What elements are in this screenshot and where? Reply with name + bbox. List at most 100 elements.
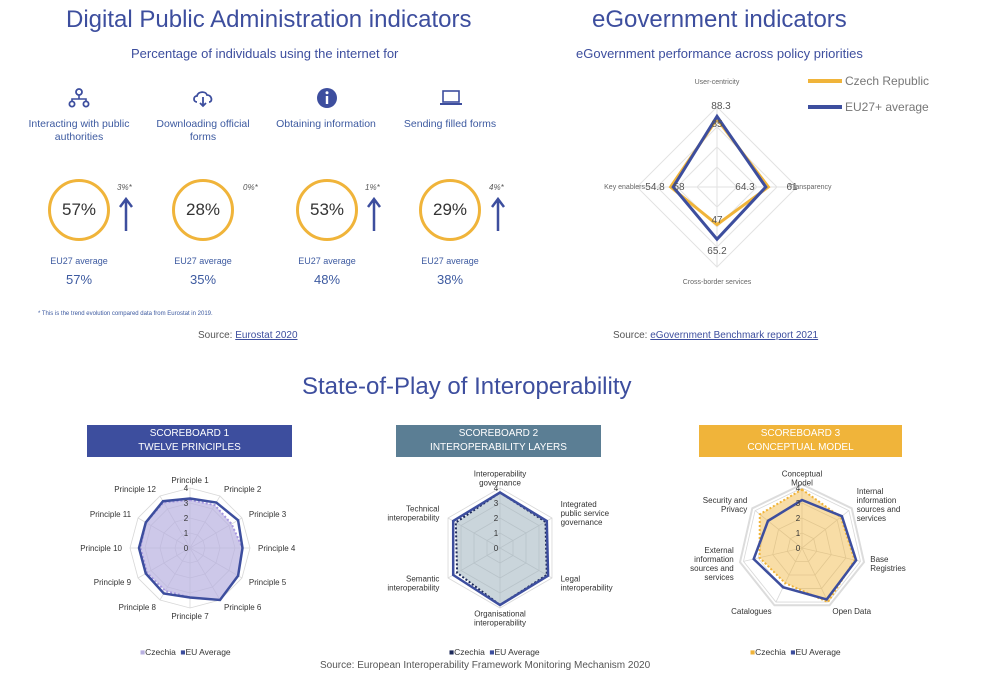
legend-label: Czechia xyxy=(145,647,176,657)
scoreboard-2-header: SCOREBOARD 2 INTEROPERABILITY LAYERS xyxy=(396,425,601,457)
axis-label: Principle 6 xyxy=(224,603,262,612)
axis-label: Cross-border services xyxy=(683,279,752,286)
axis-label-line: Base xyxy=(870,555,889,564)
axis-label-line: governance xyxy=(479,479,521,488)
left-title: Digital Public Administration indicators xyxy=(66,6,472,33)
eu-average-value: 48% xyxy=(313,272,341,287)
egov-radar-chart: User-centricity Transparency Cross-border … xyxy=(604,74,929,286)
trend-value: 0%* xyxy=(243,183,258,192)
axis-label-line: Internal xyxy=(857,487,884,496)
tick-label: 0 xyxy=(184,544,189,553)
indicator-value-circle: 28% xyxy=(172,179,234,241)
axis-label-line: governance xyxy=(561,518,603,527)
axis-label-line: information xyxy=(857,496,897,505)
axis-label-line: Organisational xyxy=(474,610,526,619)
data-label: 61 xyxy=(786,182,798,193)
tick-label: 2 xyxy=(184,514,189,523)
data-label: 47 xyxy=(711,215,723,226)
scoreboard-3-title-line: CONCEPTUAL MODEL xyxy=(747,442,854,453)
axis-label: Interoperability governance xyxy=(474,470,526,488)
axis-label-line: Principle 10 xyxy=(80,544,122,553)
axis-label: Principle 10 xyxy=(80,544,122,553)
legend-label: Czechia xyxy=(454,647,485,657)
series-line-eu-average xyxy=(451,491,550,607)
axis-label: External information sources and services xyxy=(690,546,734,582)
axis-label-line: Semantic xyxy=(406,575,439,584)
tick-label: 4 xyxy=(796,484,801,493)
tick-label: 1 xyxy=(184,529,189,538)
axis-label-line: Principle 4 xyxy=(258,544,296,553)
right-source: Source: eGovernment Benchmark report 202… xyxy=(613,330,818,341)
radar-outer xyxy=(738,483,866,607)
radar-spoke xyxy=(801,547,829,603)
axis-label-line: Principle 6 xyxy=(224,603,262,612)
tick-label: 4 xyxy=(494,484,499,493)
info-icon xyxy=(317,88,337,108)
axis-label-line: Principle 3 xyxy=(249,510,287,519)
radar-grid xyxy=(786,532,818,562)
radar-grid xyxy=(772,517,832,576)
tick-label: 4 xyxy=(184,484,189,493)
scoreboard-3-title-line: SCOREBOARD 3 xyxy=(760,428,841,439)
axis-label: Principle 11 xyxy=(90,510,132,519)
scoreboard-1-title-line: SCOREBOARD 1 xyxy=(149,428,230,439)
data-label: 65.2 xyxy=(707,246,727,257)
axis-label: Principle 12 xyxy=(114,485,156,494)
legend-czechia: ■Czechia xyxy=(140,647,176,657)
trend-value: 4%* xyxy=(489,183,504,192)
indicator-label: Obtaining information xyxy=(276,118,376,130)
axis-label: Base Registries xyxy=(870,555,906,573)
axis-label-line: interoperability xyxy=(387,584,439,593)
legend-label: Czech Republic xyxy=(845,74,929,88)
indicator-label: Downloading official forms xyxy=(156,118,250,143)
series-line-eu27-average xyxy=(671,113,768,242)
axis-label: Key enablers xyxy=(604,184,645,191)
axis-label-line: Principle 12 xyxy=(114,485,156,494)
axis-label-line: Principle 2 xyxy=(224,485,262,494)
axis-label-line: interoperability xyxy=(474,619,526,628)
cloud-download-icon xyxy=(193,91,213,108)
eurostat-source-link[interactable]: Eurostat 2020 xyxy=(235,330,298,341)
axis-label: User-centricity xyxy=(695,79,740,86)
right-title: eGovernment indicators xyxy=(592,6,847,33)
axis-label: Security and Privacy xyxy=(703,496,747,514)
left-subtitle: Percentage of individuals using the inte… xyxy=(131,46,399,61)
axis-label: Technical interoperability xyxy=(387,505,439,523)
trend-value: 3%* xyxy=(117,183,132,192)
axis-label-line: Technical xyxy=(406,505,440,514)
tick-label: 0 xyxy=(796,544,801,553)
series-line-eu-average xyxy=(137,497,244,602)
legend-czechia: ■Czechia xyxy=(750,647,786,657)
trend-value: 1%* xyxy=(365,183,380,192)
axis-label: Integrated public service governance xyxy=(561,500,610,527)
eu-average-value: 38% xyxy=(436,272,464,287)
axis-label-line: Interoperability xyxy=(474,470,526,479)
axis-label: Principle 2 xyxy=(224,485,262,494)
axis-label-line: interoperability xyxy=(387,514,439,523)
axis-label: Principle 5 xyxy=(249,578,287,587)
source-prefix: Source: xyxy=(613,330,651,341)
axis-label: Semantic interoperability xyxy=(387,575,439,593)
legend-czechia: ■Czechia xyxy=(449,647,485,657)
tick-label: 3 xyxy=(184,499,189,508)
eu-average-label: EU27 average xyxy=(174,256,232,266)
data-label: 85 xyxy=(711,119,723,130)
axis-label-line: sources and xyxy=(857,505,901,514)
egov-benchmark-source-link[interactable]: eGovernment Benchmark report 2021 xyxy=(650,330,819,341)
axis-label-line: sources and xyxy=(690,564,734,573)
axis-label-line: Principle 7 xyxy=(171,612,209,621)
eu-average-value: 57% xyxy=(65,272,93,287)
laptop-icon xyxy=(440,90,462,105)
legend-label: EU Average xyxy=(494,647,540,657)
indicator-value-circle: 29% xyxy=(419,179,481,241)
series-line-eu-average xyxy=(752,498,858,601)
scoreboard-2-legend: ■Czechia ■EU Average xyxy=(449,642,540,660)
axis-label-line: interoperability xyxy=(561,584,613,593)
scoreboard-3-legend: ■Czechia ■EU Average xyxy=(750,642,841,660)
axis-label-line: Integrated xyxy=(561,500,597,509)
indicator-label: Sending filled forms xyxy=(403,118,497,130)
axis-label-line: services xyxy=(704,573,733,582)
eu-average-label: EU27 average xyxy=(298,256,356,266)
axis-label-line: Registries xyxy=(870,564,906,573)
